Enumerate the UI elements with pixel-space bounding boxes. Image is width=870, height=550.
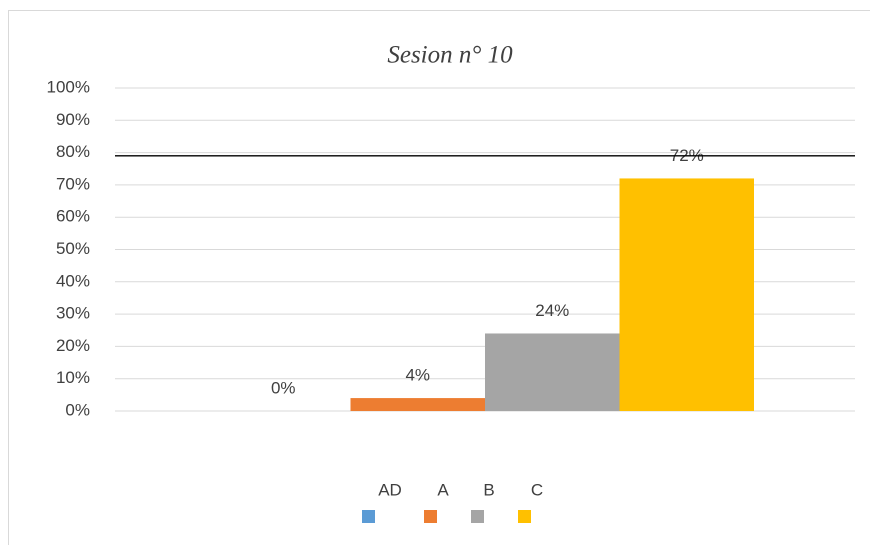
data-label: 4% (405, 366, 430, 385)
legend-swatch (424, 510, 437, 523)
bar (485, 333, 620, 411)
data-label: 0% (271, 378, 296, 397)
legend-label: A (437, 480, 449, 499)
y-tick-label: 60% (56, 207, 90, 226)
data-label: 24% (535, 301, 569, 320)
y-tick-label: 20% (56, 336, 90, 355)
chart-title: Sesion n° 10 (387, 42, 513, 69)
legend-swatch (518, 510, 531, 523)
legend-label: AD (378, 480, 402, 499)
legend-label: B (483, 480, 494, 499)
legend-swatch (471, 510, 484, 523)
y-tick-label: 30% (56, 304, 90, 323)
y-tick-label: 90% (56, 110, 90, 129)
y-tick-label: 50% (56, 239, 90, 258)
y-tick-label: 40% (56, 271, 90, 290)
y-tick-label: 70% (56, 174, 90, 193)
y-tick-label: 100% (47, 77, 90, 96)
bar (351, 398, 486, 411)
legend-swatch (362, 510, 375, 523)
y-tick-label: 10% (56, 368, 90, 387)
bar (620, 178, 755, 411)
y-tick-label: 80% (56, 142, 90, 161)
legend-label: C (531, 480, 543, 499)
y-tick-label: 0% (65, 400, 90, 419)
